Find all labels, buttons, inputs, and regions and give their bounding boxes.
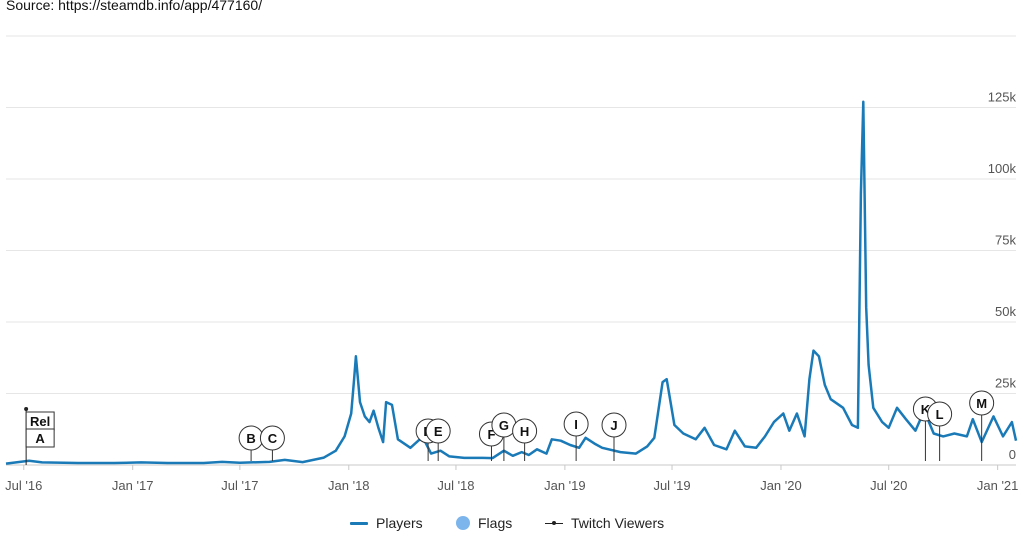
x-tick-label: Jul '18 [437,478,474,493]
x-tick-label: Jan '21 [977,478,1019,493]
flags-series: RelABCDEFGHIJKLM [24,390,995,465]
chart-legend: Players Flags Twitch Viewers [0,512,1024,536]
flag-marker [512,418,538,444]
flag-label-e: E [434,424,443,439]
legend-item-players[interactable]: Players [350,512,423,534]
flag-label-l: L [936,407,944,422]
x-tick-label: Jul '17 [221,478,258,493]
y-tick-label: 50k [995,304,1016,319]
flag-label-b: B [246,431,255,446]
release-flag-label-a: A [35,431,45,446]
x-tick-label: Jan '18 [328,478,370,493]
release-flag-box [25,428,55,448]
flag-marker [927,401,953,427]
flags-dot-icon [456,516,470,530]
twitch-line-icon [545,520,563,525]
release-flag-label-rel: Rel [30,414,50,429]
x-axis-ticks: Jul '16 Jan '17 Jul '17 Jan '18 Jul '18 Jan '… [5,464,1019,493]
source-caption: Source: https://steamdb.info/app/477160/ [6,0,263,13]
y-tick-label: 0 [1009,447,1016,462]
x-tick-label: Jul '16 [5,478,42,493]
legend-item-twitch-viewers[interactable]: Twitch Viewers [545,512,664,534]
y-tick-label: 100k [988,161,1017,176]
flag-marker [425,418,451,444]
flag-label-j: J [610,418,617,433]
players-line [5,100,1018,465]
flag-label-f: F [487,427,495,442]
players-line-icon [350,521,368,525]
legend-item-flags[interactable]: Flags [456,512,512,534]
x-tick-label: Jan '20 [760,478,802,493]
flag-marker [969,390,995,416]
legend-label-flags: Flags [478,515,513,531]
player-count-chart: 0 25k 50k 75k 100k 125k Jul '16 Jan '17 Jul '17… [5,35,1019,493]
flag-label-c: C [268,431,278,446]
flag-label-g: G [499,418,509,433]
x-tick-label: Jul '20 [870,478,907,493]
flag-label-h: H [520,424,529,439]
flag-label-i: I [574,417,578,432]
legend-label-twitch-viewers: Twitch Viewers [571,515,665,531]
flag-label-m: M [976,396,987,411]
x-tick-label: Jul '19 [653,478,690,493]
x-tick-label: Jan '17 [112,478,154,493]
flag-marker [563,411,589,437]
x-tick-label: Jan '19 [544,478,586,493]
y-tick-label: 125k [988,90,1017,105]
flag-marker [259,425,285,451]
flag-label-k: K [921,402,931,417]
players-series [5,100,1018,465]
release-flag-top [24,407,29,411]
y-tick-label: 75k [995,233,1016,248]
y-tick-label: 25k [995,376,1016,391]
legend-label-players: Players [376,515,423,531]
y-axis-ticks: 0 25k 50k 75k 100k 125k [988,90,1017,463]
flag-marker [601,412,627,438]
